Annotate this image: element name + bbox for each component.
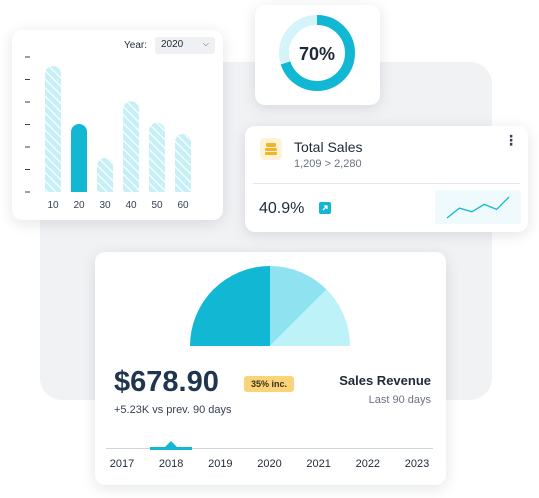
timeline-year-2017[interactable]: 2017 — [109, 458, 135, 470]
year-label: Year: — [124, 40, 147, 51]
year-timeline: 2017 2018 2019 2020 2021 2022 2023 — [95, 458, 446, 472]
total-sales-title: Total Sales — [294, 139, 363, 155]
arrow-up-right-icon — [319, 202, 331, 214]
total-sales-range: 1,209 > 2,280 — [294, 158, 362, 170]
revenue-period: Last 90 days — [368, 394, 431, 406]
x-tick-label: 10 — [47, 200, 59, 211]
donut-arc — [279, 15, 355, 91]
bar-40[interactable] — [123, 101, 139, 192]
total-sales-card: Total Sales 1,209 > 2,280 ⋮ 40.9% — [245, 126, 528, 232]
revenue-title: Sales Revenue — [339, 373, 431, 388]
donut-chart: 70% — [279, 15, 355, 91]
chevron-down-icon: ⌵ — [202, 39, 209, 48]
x-tick-label: 30 — [99, 200, 111, 211]
pie-slice[interactable] — [270, 266, 327, 346]
revenue-semicircle-chart — [190, 266, 350, 346]
bar-chart: 10 20 30 40 50 60 — [25, 56, 191, 211]
divider — [253, 183, 520, 184]
x-tick-label: 40 — [125, 200, 137, 211]
pie-slice[interactable] — [190, 266, 270, 346]
x-tick-label: 60 — [177, 200, 189, 211]
donut-label: 70% — [299, 44, 335, 64]
year-select-value: 2020 — [161, 39, 184, 50]
cash-register-icon — [260, 138, 282, 160]
bar-chart-card: Year: 2020 ⌵ 10 20 30 40 50 60 — [12, 30, 223, 220]
revenue-value: $678.90 — [114, 366, 219, 398]
bar-50[interactable] — [149, 122, 165, 192]
pie-slice[interactable] — [270, 289, 350, 346]
timeline-marker[interactable] — [165, 441, 177, 447]
bar-10[interactable] — [45, 66, 61, 192]
bar-30[interactable] — [97, 157, 113, 192]
total-sales-percent: 40.9% — [259, 200, 305, 217]
bar-60[interactable] — [175, 134, 191, 192]
timeline-year-2021[interactable]: 2021 — [306, 458, 331, 470]
increase-badge: 35% inc. — [244, 376, 294, 392]
x-tick-label: 50 — [151, 200, 163, 211]
x-tick-label: 20 — [73, 200, 85, 211]
more-options-icon[interactable]: ⋮ — [504, 132, 518, 148]
y-axis — [25, 56, 30, 193]
revenue-comparison: +5.23K vs prev. 90 days — [114, 404, 232, 416]
timeline-year-2023[interactable]: 2023 — [404, 458, 430, 470]
sparkline-line — [446, 196, 510, 219]
timeline-year-2020[interactable]: 2020 — [257, 458, 282, 470]
timeline-track — [106, 448, 433, 449]
sales-revenue-card: $678.90 35% inc. +5.23K vs prev. 90 days… — [95, 252, 446, 485]
sparkline — [446, 196, 510, 219]
timeline-active-segment — [150, 447, 192, 450]
sparkline-box — [435, 190, 521, 224]
donut-card: 70% — [255, 5, 380, 105]
bar-20[interactable] — [71, 123, 87, 192]
year-select[interactable]: 2020 ⌵ — [155, 37, 215, 54]
timeline-year-2022[interactable]: 2022 — [355, 458, 381, 470]
timeline-year-2018[interactable]: 2018 — [158, 458, 184, 470]
timeline-year-2019[interactable]: 2019 — [208, 458, 233, 470]
